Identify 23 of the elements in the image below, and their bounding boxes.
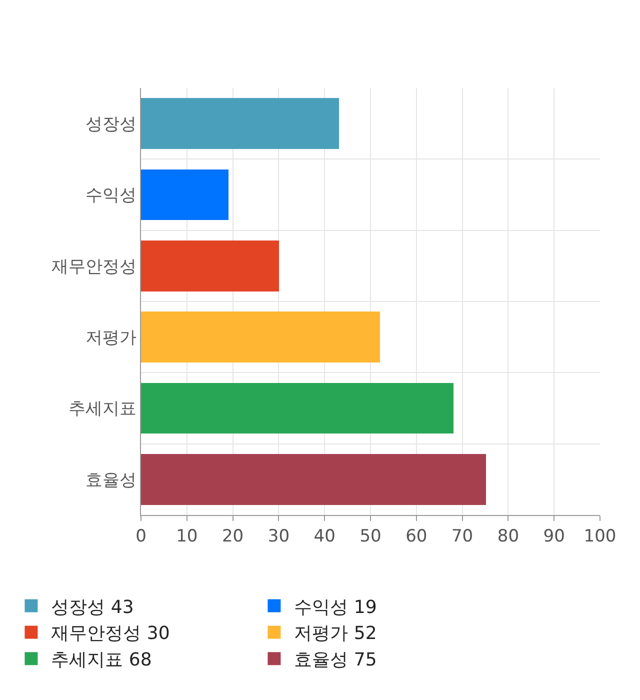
legend-label: 효율성 75	[294, 650, 377, 671]
y-tick-label: 수익성	[86, 186, 137, 206]
y-tick-label: 성장성	[86, 114, 137, 135]
x-tick-label: 30	[268, 526, 290, 546]
x-tick-label: 40	[314, 526, 336, 546]
x-tick-label: 60	[406, 526, 428, 546]
legend-label: 재무안정성 30	[51, 623, 170, 644]
x-tick-label: 20	[222, 526, 244, 546]
legend-label: 추세지표 68	[51, 650, 152, 671]
x-tick-label: 10	[176, 526, 198, 546]
x-tick-label: 80	[497, 526, 520, 546]
legend-label: 성장성 43	[51, 596, 134, 618]
legend-label: 저평가 52	[294, 623, 377, 644]
x-tick-label: 70	[451, 526, 474, 546]
x-tick-label: 90	[543, 526, 565, 546]
y-tick-label: 재무안정성	[52, 256, 137, 277]
y-tick-label: 효율성	[86, 470, 137, 490]
legend-label: 수익성 19	[294, 596, 377, 618]
x-tick-label: 0	[136, 526, 146, 546]
y-tick-label: 저평가	[86, 328, 137, 348]
y-tick-label: 추세지표	[68, 399, 137, 420]
x-tick-label: 50	[360, 526, 382, 546]
x-tick-label: 100	[584, 526, 616, 546]
